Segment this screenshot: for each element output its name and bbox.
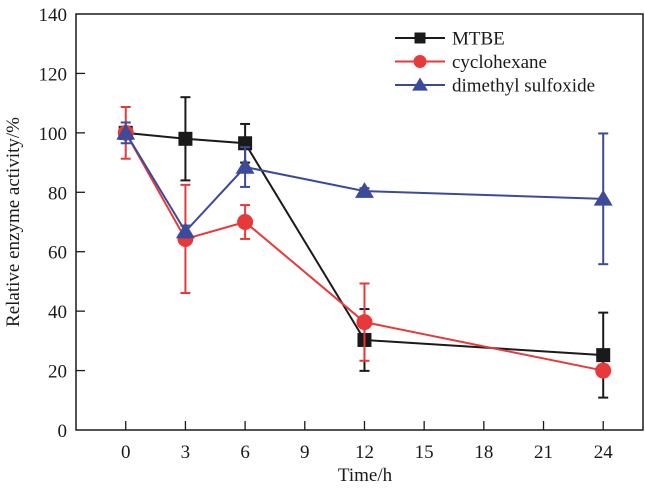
x-axis-title: Time/h bbox=[338, 465, 393, 486]
data-point bbox=[175, 222, 195, 239]
x-tick-label: 9 bbox=[300, 442, 310, 463]
x-tick-label: 6 bbox=[240, 442, 250, 463]
x-tick-label: 24 bbox=[594, 442, 614, 463]
x-tick-label: 21 bbox=[534, 442, 553, 463]
y-tick-label: 120 bbox=[39, 64, 68, 85]
y-tick-label: 0 bbox=[58, 421, 68, 442]
y-tick-label: 60 bbox=[48, 243, 67, 264]
y-axis-title: Relative enzyme activity/% bbox=[3, 117, 24, 327]
data-point bbox=[178, 131, 193, 146]
x-tick-label: 18 bbox=[474, 442, 493, 463]
series-layer bbox=[116, 96, 613, 399]
data-point bbox=[356, 314, 373, 331]
data-point bbox=[116, 123, 136, 140]
y-axis: 0 20 40 60 80 100 120 140 bbox=[39, 5, 85, 442]
y-tick-label: 80 bbox=[48, 183, 67, 204]
x-tick-label: 15 bbox=[415, 442, 434, 463]
x-axis: 0 3 6 9 12 15 18 21 24 bbox=[121, 421, 613, 463]
series-dimethyl-sulfoxide bbox=[116, 121, 613, 266]
legend-marker bbox=[412, 77, 428, 91]
legend-item: dimethyl sulfoxide bbox=[395, 76, 595, 97]
legend-label: MTBE bbox=[452, 29, 505, 50]
y-tick-label: 20 bbox=[48, 362, 67, 383]
data-point bbox=[235, 158, 255, 174]
y-tick-label: 140 bbox=[39, 5, 68, 26]
y-tick-label: 100 bbox=[39, 124, 68, 145]
legend-label: cyclohexane bbox=[452, 52, 547, 73]
plot-border bbox=[75, 13, 644, 431]
x-tick-label: 12 bbox=[355, 442, 374, 463]
x-tick-label: 0 bbox=[121, 442, 131, 463]
data-point bbox=[237, 214, 254, 230]
legend-label: dimethyl sulfoxide bbox=[452, 76, 595, 97]
legend-item: MTBE bbox=[395, 29, 505, 50]
data-point bbox=[355, 182, 374, 198]
legend-item: cyclohexane bbox=[395, 52, 547, 73]
legend-marker bbox=[413, 55, 427, 68]
data-point bbox=[595, 362, 612, 379]
data-point bbox=[596, 348, 611, 363]
legend-marker bbox=[414, 32, 426, 44]
series-cyclohexane bbox=[117, 106, 612, 379]
plot-frame bbox=[75, 13, 644, 431]
data-point bbox=[593, 189, 613, 206]
x-tick-label: 3 bbox=[181, 442, 191, 463]
y-tick-label: 40 bbox=[48, 302, 67, 323]
